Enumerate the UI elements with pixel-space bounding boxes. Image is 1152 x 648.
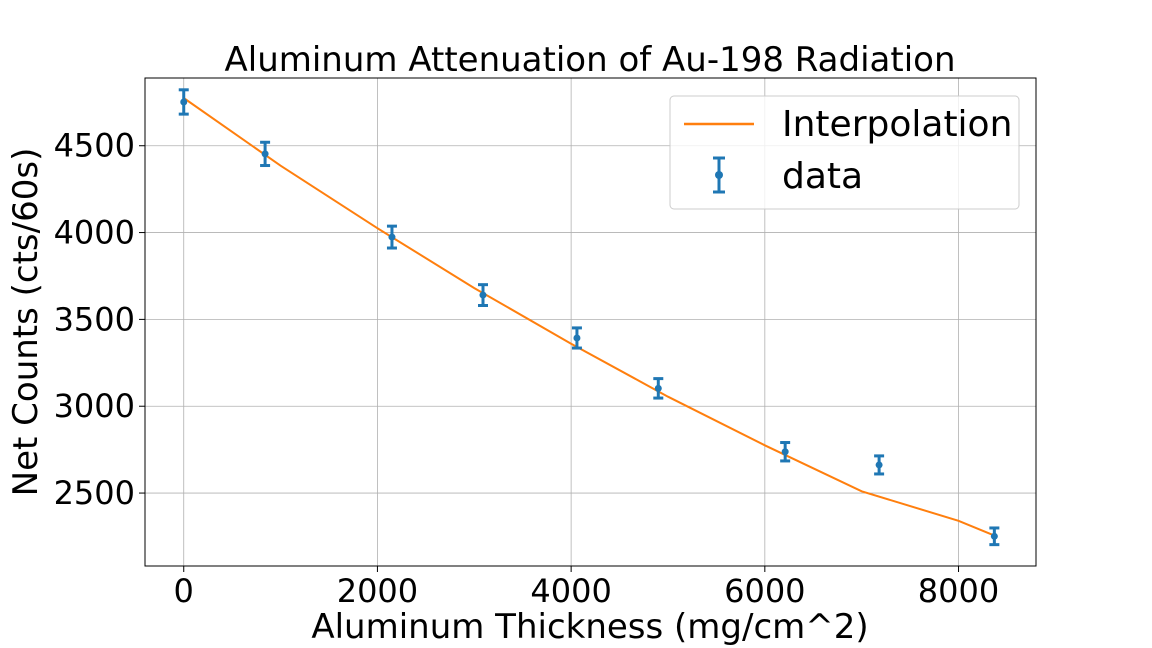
legend: Interpolation data [669,95,1020,210]
y-axis-title: Net Counts (cts/60s) [6,148,46,497]
data-point [260,140,271,168]
x-tick-label: 0 [174,572,194,610]
ticks: 0 2000 4000 6000 8000 2500 3000 3500 4000 4500 [54,127,1000,610]
x-axis-title: Aluminum Thickness (mg/cm^2) [311,607,868,647]
x-tick-label: 2000 [337,572,418,610]
data-point [386,224,397,250]
chart-title: Aluminum Attenuation of Au-198 Radiation [224,40,955,80]
y-tick-label: 4000 [54,214,135,252]
data-marker [388,233,396,241]
legend-label-interpolation: Interpolation [782,104,1012,145]
y-tick-label: 2500 [54,474,135,512]
data-marker [990,532,998,540]
data-marker [654,384,662,392]
legend-marker-data [713,156,725,194]
legend-label-data: data [782,156,863,197]
x-tick-label: 4000 [530,572,611,610]
data-marker [261,150,269,158]
data-point [571,326,582,350]
y-tick-label: 3500 [54,300,135,338]
data-marker [180,98,188,106]
plot-frame [144,77,1037,567]
data-point [989,526,1000,547]
x-tick-label: 6000 [724,572,805,610]
legend-box [669,95,1020,210]
x-tick-label: 8000 [918,572,999,610]
y-tick-label: 3000 [54,387,135,425]
data-point [477,283,488,308]
series-layer [178,88,1000,547]
interpolation-line [183,97,995,537]
data-marker [875,461,883,469]
data-point [874,454,885,476]
data-point [178,88,189,116]
y-tick-label: 4500 [54,127,135,165]
data-marker [573,334,581,342]
data-point [653,377,664,400]
data-point [780,441,791,463]
data-marker [479,291,487,299]
data-marker [781,448,789,456]
